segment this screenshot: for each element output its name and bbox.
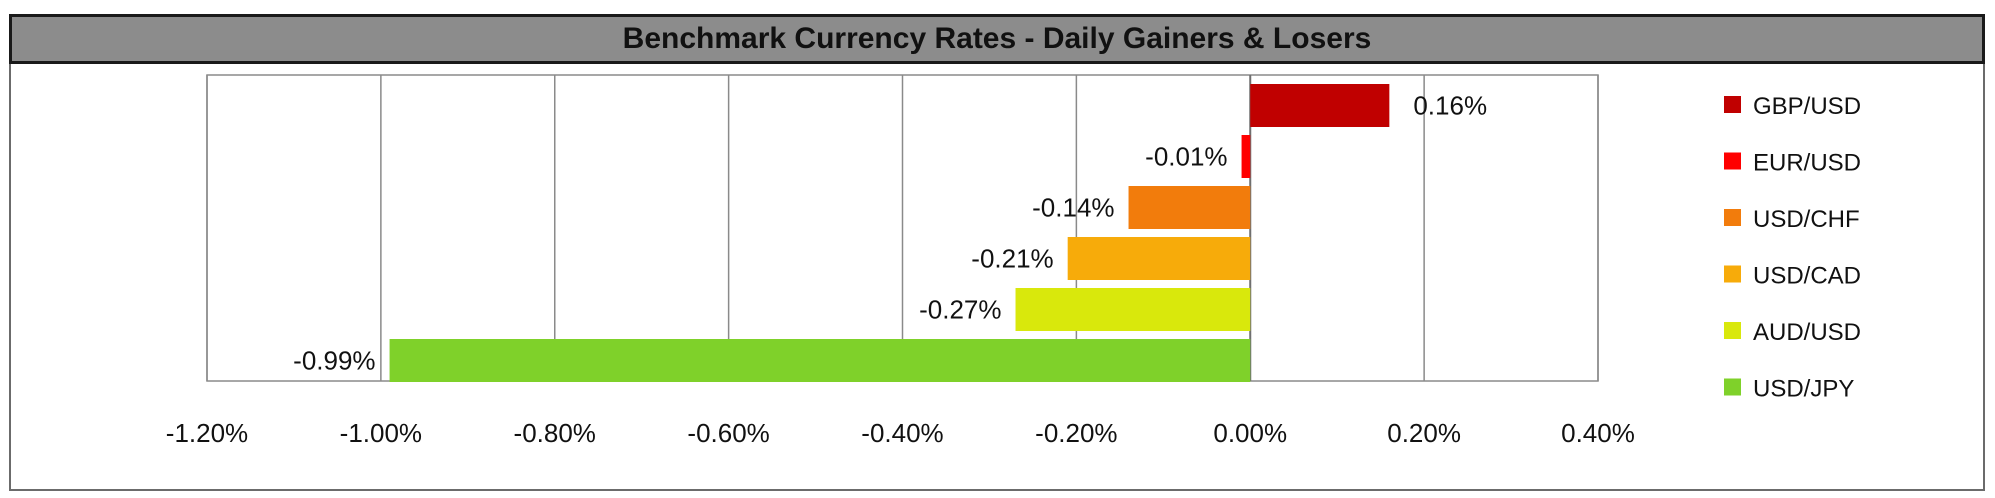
x-tick-label: -0.40% — [861, 418, 943, 448]
data-label-usd-jpy: -0.99% — [293, 346, 375, 376]
legend-swatch-usd-chf — [1724, 209, 1741, 226]
legend-label-usd-jpy: USD/JPY — [1753, 376, 1854, 403]
x-tick-label: -0.20% — [1035, 418, 1117, 448]
bar-usd-chf — [1128, 186, 1251, 229]
bar-eur-usd — [1241, 135, 1251, 178]
x-tick-label: -0.80% — [514, 418, 596, 448]
legend-label-aud-usd: AUD/USD — [1753, 319, 1861, 346]
bar-aud-usd — [1015, 288, 1251, 331]
x-tick-label: -1.00% — [340, 418, 422, 448]
data-label-aud-usd: -0.27% — [919, 295, 1001, 325]
bar-usd-cad — [1067, 237, 1251, 280]
data-label-gbp-usd: 0.16% — [1413, 91, 1487, 121]
legend-label-gbp-usd: GBP/USD — [1753, 93, 1861, 120]
legend-label-eur-usd: EUR/USD — [1753, 150, 1861, 177]
x-axis-tick-labels: -1.20% -1.00% -0.80% -0.60% -0.40% -0.20% 0.00… — [166, 418, 1635, 448]
x-tick-label: 0.00% — [1213, 418, 1287, 448]
x-tick-label: -1.20% — [166, 418, 248, 448]
data-label-usd-chf: -0.14% — [1032, 193, 1114, 223]
chart-frame — [9, 14, 1985, 491]
legend-swatch-eur-usd — [1724, 152, 1741, 170]
bar-usd-jpy — [389, 339, 1251, 382]
x-tick-label: 0.40% — [1561, 418, 1635, 448]
legend-swatch-usd-jpy — [1724, 378, 1741, 396]
legend-swatch-gbp-usd — [1724, 96, 1741, 113]
data-labels: 0.16% -0.01% -0.14% -0.21% -0.27% -0.99% — [293, 91, 1487, 376]
x-tick-label: 0.20% — [1387, 418, 1461, 448]
legend-label-usd-cad: USD/CAD — [1753, 263, 1861, 290]
bars — [389, 84, 1390, 382]
data-label-eur-usd: -0.01% — [1145, 142, 1227, 172]
legend-swatch-usd-cad — [1724, 265, 1741, 283]
legend-swatch-aud-usd — [1724, 322, 1741, 339]
x-tick-label: -0.60% — [687, 418, 769, 448]
chart-title-bar: Benchmark Currency Rates - Daily Gainers… — [9, 14, 1985, 64]
legend: GBP/USD EUR/USD USD/CHF USD/CAD AUD/USD USD/J… — [1724, 93, 1861, 403]
chart-title: Benchmark Currency Rates - Daily Gainers… — [622, 22, 1372, 55]
data-label-usd-cad: -0.21% — [971, 244, 1053, 274]
legend-label-usd-chf: USD/CHF — [1753, 206, 1860, 233]
bar-gbp-usd — [1250, 84, 1390, 127]
